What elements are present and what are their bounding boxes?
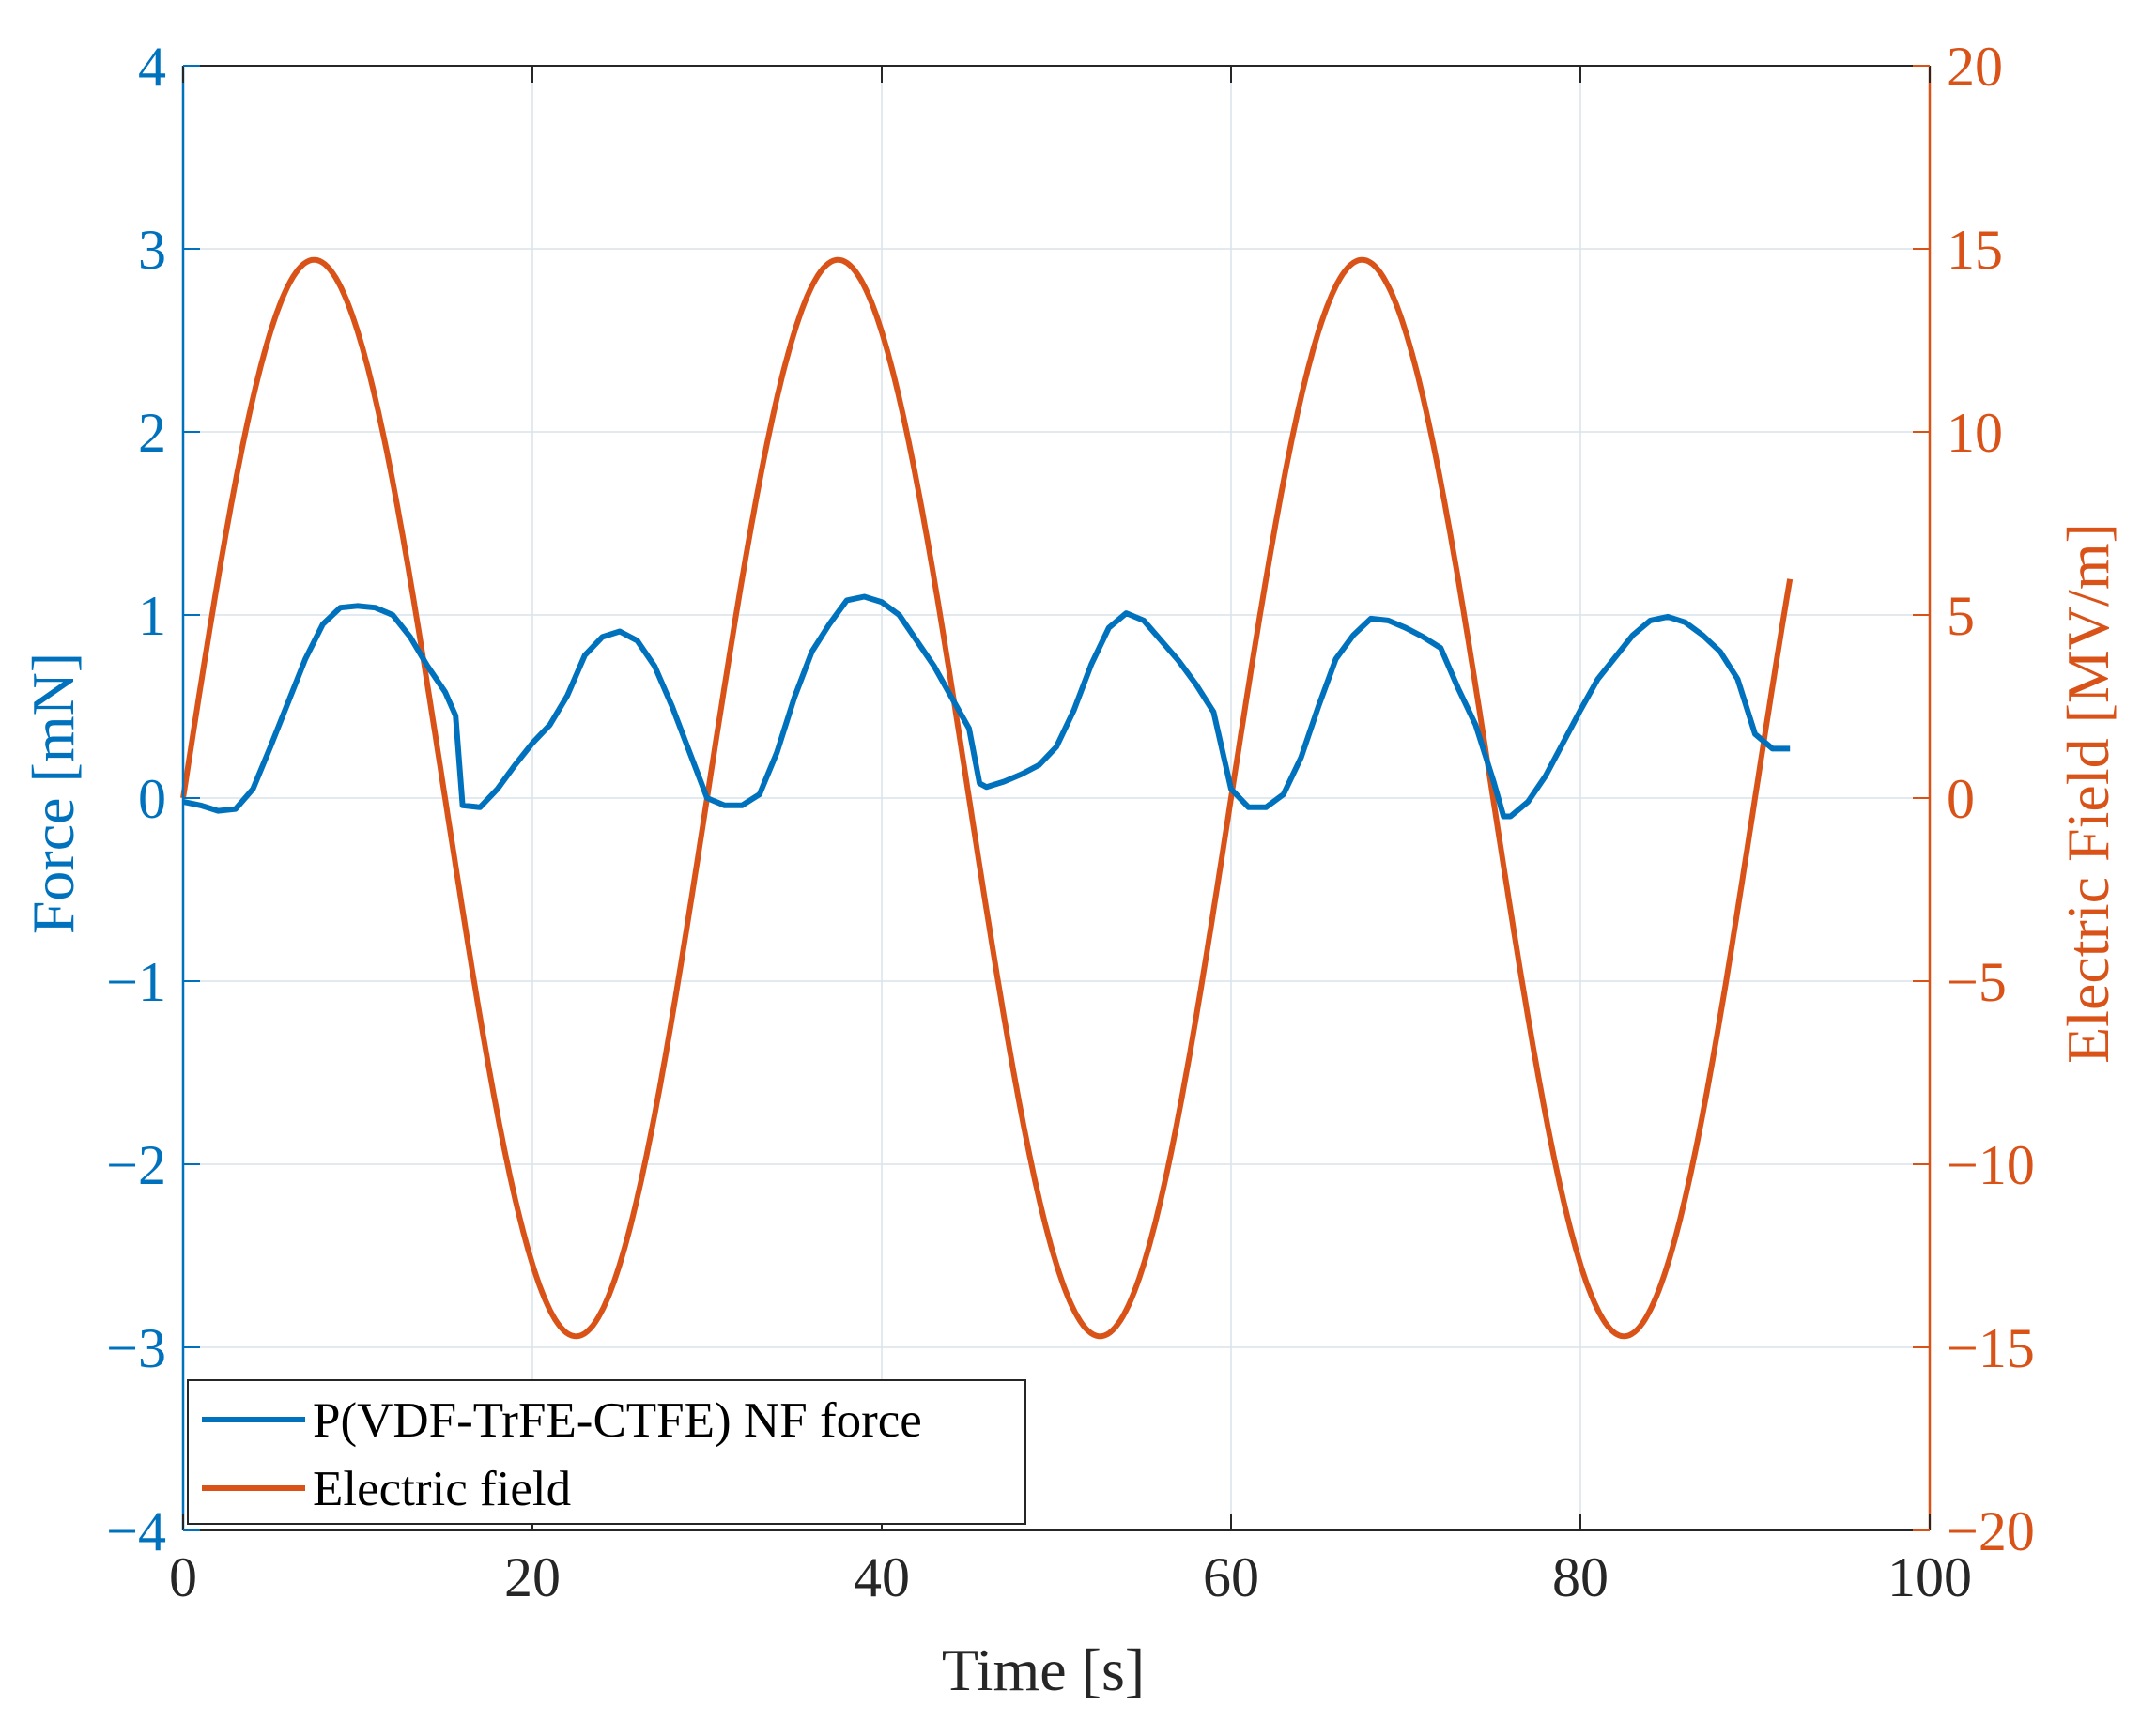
x-tick-label: 40	[854, 1546, 910, 1608]
y-right-tick-label: −15	[1947, 1317, 2035, 1379]
electric-field-line	[180, 256, 1794, 1340]
y-axis-left-label: Force [mN]	[20, 653, 86, 934]
y-right-tick-label: −10	[1947, 1134, 2035, 1196]
y-left-tick-label: −2	[106, 1134, 166, 1196]
y-right-tick-label: 0	[1947, 768, 1975, 830]
y-left-tick-label: 3	[138, 219, 166, 281]
legend-label-force: P(VDF-TrFE-CTFE) NF force	[313, 1393, 922, 1448]
tick-labels: 0 20 40 60 80 100−4 −20−3 −15−2 −10−1 −50 01 52 103 1…	[106, 36, 2035, 1608]
y-right-tick-label: −5	[1947, 951, 2007, 1013]
y-left-tick-label: −1	[106, 951, 166, 1013]
y-right-tick-label: 10	[1947, 402, 2003, 464]
force-line	[182, 593, 1791, 820]
series-layer	[180, 256, 1794, 1340]
y-left-tick-label: −3	[106, 1317, 166, 1379]
y-left-tick-label: −4	[106, 1500, 166, 1562]
legend-label-efield: Electric field	[313, 1462, 571, 1516]
x-tick-label: 20	[504, 1546, 561, 1608]
x-tick-label: 60	[1203, 1546, 1259, 1608]
legend: P(VDF-TrFE-CTFE) NF force Electric field	[187, 1379, 1026, 1525]
y-right-tick-label: 15	[1947, 219, 2003, 281]
x-axis-label: Time [s]	[942, 1636, 1145, 1703]
y-left-tick-label: 4	[138, 36, 166, 98]
y-left-tick-label: 1	[138, 585, 166, 647]
y-right-tick-label: 20	[1947, 36, 2003, 98]
y-axis-right-label: Electric Field [MV/m]	[2055, 523, 2121, 1064]
x-tick-label: 0	[169, 1546, 197, 1608]
axes	[181, 65, 1932, 1531]
y-right-tick-label: 5	[1947, 585, 1975, 647]
y-left-tick-label: 0	[138, 768, 166, 830]
legend-box	[187, 1379, 1026, 1525]
x-tick-label: 100	[1887, 1546, 1972, 1608]
y-right-tick-label: −20	[1947, 1500, 2035, 1562]
y-left-tick-label: 2	[138, 402, 166, 464]
x-tick-label: 80	[1552, 1546, 1609, 1608]
